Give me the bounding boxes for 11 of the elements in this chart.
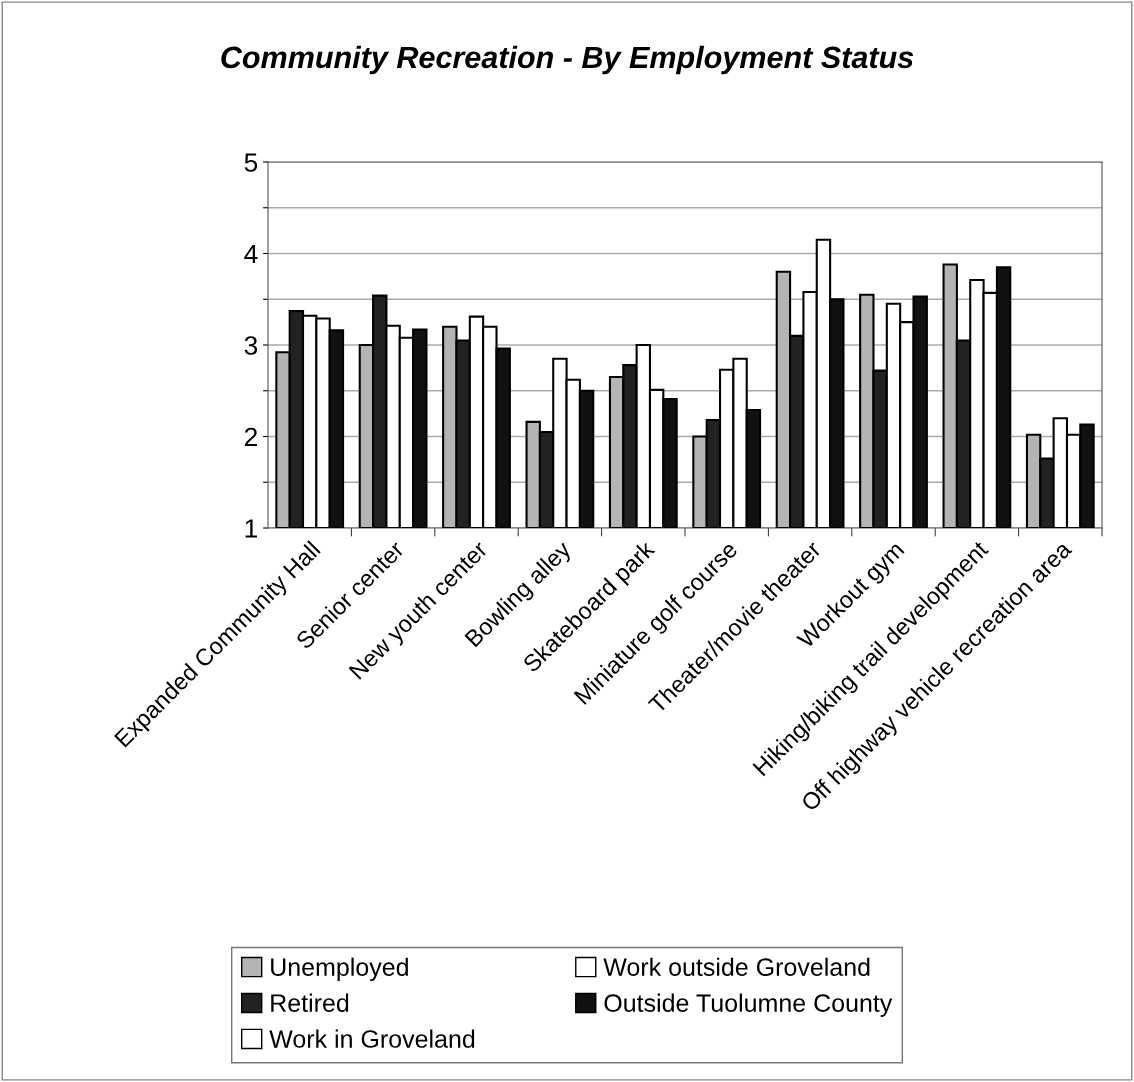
legend-label: Unemployed: [271, 957, 408, 981]
legend-label: Work in Groveland: [269, 1029, 475, 1048]
legend-label: Outside Tuolumne County: [604, 993, 893, 1017]
y-tick-label: 5: [244, 153, 258, 172]
y-tick-label: 1: [245, 519, 257, 538]
legend-label: Work outside Groveland: [603, 957, 870, 976]
y-tick-label: 2: [244, 427, 257, 447]
y-tick-label: 3: [244, 336, 258, 355]
legend-label: Retired: [271, 993, 349, 1012]
y-tick-label: 4: [244, 244, 258, 264]
chart-title: Community Recreation - By Employment Status: [221, 45, 914, 75]
